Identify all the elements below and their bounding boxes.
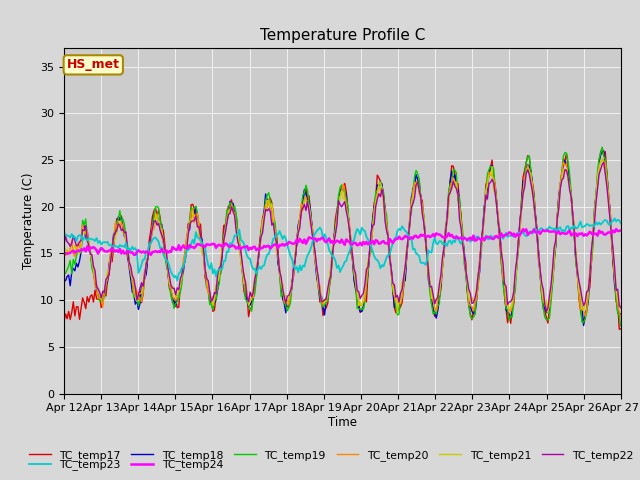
TC_temp21 bbox=[244, 302, 252, 308]
TC_temp18 bbox=[580, 323, 588, 328]
TC_temp17 bbox=[303, 194, 311, 200]
TC_temp19 bbox=[244, 301, 252, 307]
TC_temp23 bbox=[305, 250, 313, 256]
TC_temp20 bbox=[598, 156, 606, 162]
TC_temp17 bbox=[616, 326, 623, 332]
TC_temp23 bbox=[617, 220, 625, 226]
Legend: TC_temp23, TC_temp24: TC_temp23, TC_temp24 bbox=[24, 455, 228, 475]
Legend: TC_temp17, TC_temp18, TC_temp19, TC_temp20, TC_temp21, TC_temp22: TC_temp17, TC_temp18, TC_temp19, TC_temp… bbox=[24, 445, 638, 465]
TC_temp20 bbox=[303, 204, 311, 209]
TC_temp24 bbox=[612, 226, 620, 232]
Line: TC_temp19: TC_temp19 bbox=[64, 147, 621, 326]
TC_temp17 bbox=[244, 314, 252, 320]
X-axis label: Time: Time bbox=[328, 416, 357, 429]
Text: HS_met: HS_met bbox=[67, 59, 120, 72]
TC_temp17 bbox=[617, 326, 625, 332]
TC_temp22 bbox=[600, 159, 607, 165]
TC_temp17 bbox=[226, 208, 234, 214]
TC_temp22 bbox=[244, 299, 252, 305]
TC_temp23 bbox=[129, 244, 136, 250]
TC_temp18 bbox=[254, 261, 262, 266]
TC_temp22 bbox=[254, 258, 262, 264]
TC_temp23 bbox=[588, 223, 595, 228]
TC_temp17 bbox=[254, 261, 262, 266]
Line: TC_temp23: TC_temp23 bbox=[64, 218, 621, 281]
TC_temp19 bbox=[60, 271, 68, 276]
TC_temp18 bbox=[60, 278, 68, 284]
TC_temp22 bbox=[303, 199, 311, 204]
Line: TC_temp20: TC_temp20 bbox=[64, 159, 621, 317]
TC_temp22 bbox=[543, 308, 550, 314]
TC_temp19 bbox=[226, 200, 234, 205]
TC_temp18 bbox=[303, 197, 311, 203]
TC_temp22 bbox=[588, 248, 595, 254]
TC_temp17 bbox=[586, 285, 594, 290]
TC_temp18 bbox=[588, 251, 595, 256]
TC_temp19 bbox=[598, 144, 606, 150]
TC_temp24 bbox=[244, 247, 252, 253]
TC_temp20 bbox=[586, 267, 594, 273]
TC_temp17 bbox=[129, 278, 136, 284]
TC_temp24 bbox=[60, 252, 68, 258]
TC_temp18 bbox=[617, 311, 625, 317]
TC_temp22 bbox=[129, 272, 136, 278]
TC_temp17 bbox=[598, 145, 606, 151]
TC_temp24 bbox=[617, 228, 625, 233]
TC_temp24 bbox=[226, 244, 234, 250]
TC_temp19 bbox=[303, 188, 311, 193]
Line: TC_temp21: TC_temp21 bbox=[64, 159, 621, 313]
TC_temp23 bbox=[611, 216, 618, 221]
TC_temp21 bbox=[226, 207, 234, 213]
TC_temp17 bbox=[60, 318, 68, 324]
TC_temp20 bbox=[254, 258, 262, 264]
Line: TC_temp18: TC_temp18 bbox=[64, 151, 621, 325]
TC_temp18 bbox=[129, 289, 136, 295]
TC_temp24 bbox=[129, 250, 136, 255]
TC_temp22 bbox=[226, 211, 234, 216]
TC_temp19 bbox=[254, 259, 262, 265]
TC_temp19 bbox=[586, 272, 594, 278]
TC_temp21 bbox=[254, 258, 262, 264]
TC_temp20 bbox=[129, 277, 136, 283]
TC_temp18 bbox=[600, 148, 607, 154]
TC_temp18 bbox=[226, 198, 234, 204]
TC_temp18 bbox=[244, 303, 252, 309]
TC_temp19 bbox=[617, 323, 625, 329]
TC_temp20 bbox=[226, 209, 234, 215]
TC_temp22 bbox=[60, 242, 68, 248]
TC_temp21 bbox=[544, 311, 552, 316]
Line: TC_temp17: TC_temp17 bbox=[64, 148, 621, 329]
TC_temp21 bbox=[129, 276, 136, 281]
Title: Temperature Profile C: Temperature Profile C bbox=[260, 28, 425, 43]
TC_temp22 bbox=[617, 305, 625, 311]
TC_temp20 bbox=[617, 314, 625, 320]
Line: TC_temp24: TC_temp24 bbox=[64, 229, 621, 255]
TC_temp24 bbox=[586, 229, 594, 235]
TC_temp20 bbox=[244, 296, 252, 302]
TC_temp19 bbox=[129, 280, 136, 286]
TC_temp21 bbox=[588, 249, 595, 254]
TC_temp23 bbox=[228, 241, 236, 247]
TC_temp23 bbox=[246, 256, 254, 262]
TC_temp21 bbox=[60, 247, 68, 252]
TC_temp23 bbox=[255, 264, 263, 270]
Line: TC_temp22: TC_temp22 bbox=[64, 162, 621, 311]
TC_temp23 bbox=[173, 278, 181, 284]
TC_temp23 bbox=[60, 229, 68, 235]
TC_temp21 bbox=[303, 199, 311, 204]
TC_temp21 bbox=[598, 156, 606, 162]
TC_temp24 bbox=[303, 238, 311, 243]
TC_temp24 bbox=[254, 246, 262, 252]
TC_temp21 bbox=[617, 304, 625, 310]
TC_temp20 bbox=[60, 252, 68, 257]
Y-axis label: Temperature (C): Temperature (C) bbox=[22, 172, 35, 269]
